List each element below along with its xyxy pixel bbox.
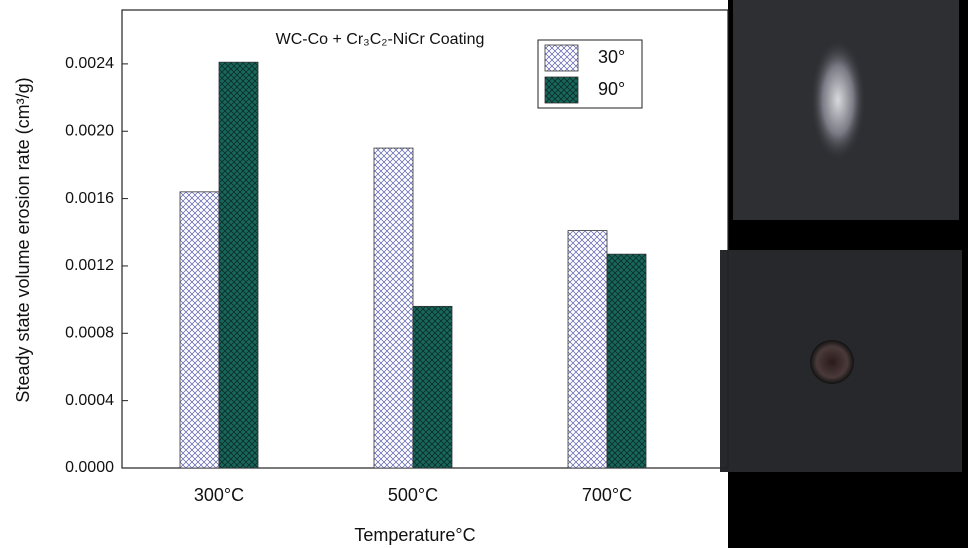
x-axis-label: Temperature°C — [354, 525, 475, 545]
bar — [180, 192, 219, 468]
y-tick-label: 0.0004 — [65, 392, 114, 409]
bar — [374, 148, 413, 468]
y-tick-label: 0.0024 — [65, 55, 114, 72]
legend-label: 90° — [598, 79, 625, 99]
x-tick-label: 500°C — [388, 485, 438, 505]
legend-label: 30° — [598, 47, 625, 67]
y-tick-label: 0.0012 — [65, 257, 114, 274]
bar — [219, 62, 258, 468]
x-tick-label: 300°C — [194, 485, 244, 505]
chart: WC-Co + Cr₃C₂-NiCr Coating Temperature°C… — [0, 0, 968, 548]
x-tick-label: 700°C — [582, 485, 632, 505]
chart-title: WC-Co + Cr₃C₂-NiCr Coating — [276, 31, 485, 48]
bar — [413, 306, 452, 468]
y-tick-label: 0.0016 — [65, 190, 114, 207]
bar — [568, 231, 607, 468]
bar — [607, 254, 646, 468]
y-tick-label: 0.0008 — [65, 325, 114, 342]
legend-swatch — [545, 45, 578, 71]
photos — [720, 0, 968, 548]
legend-swatch — [545, 77, 578, 103]
y-tick-label: 0.0000 — [65, 459, 114, 476]
y-tick-label: 0.0020 — [65, 122, 114, 139]
y-axis-label: Steady state volume erosion rate (cm³/g) — [13, 77, 33, 402]
